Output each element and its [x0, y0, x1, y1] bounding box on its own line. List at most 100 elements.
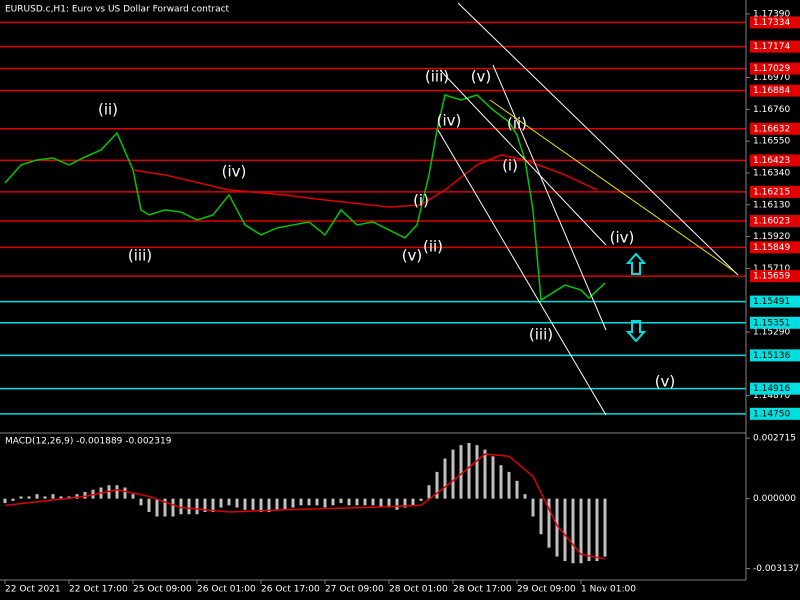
level-label: 1.17029: [753, 64, 790, 74]
macd-bar: [515, 480, 519, 499]
x-tick-label: 1 Nov 01:00: [581, 585, 636, 595]
trend-line: [457, 2, 739, 276]
wave-label: (ii): [98, 100, 118, 118]
macd-bar: [555, 498, 559, 557]
wave-label: (ii): [507, 114, 527, 132]
wave-label: (i): [502, 157, 518, 175]
macd-bar: [187, 498, 191, 515]
macd-bar: [243, 498, 247, 510]
macd-bar: [355, 498, 359, 506]
macd-bar: [443, 458, 447, 499]
macd-bar: [307, 498, 311, 506]
x-tick-label: 28 Oct 17:00: [453, 585, 512, 595]
macd-bar: [339, 498, 343, 504]
macd-bar: [531, 498, 535, 517]
wave-label: (iii): [425, 67, 449, 85]
macd-bar: [323, 498, 327, 508]
level-label: 1.14750: [753, 409, 790, 419]
macd-bar: [11, 498, 15, 501]
level-label: 1.16023: [753, 216, 790, 226]
macd-bar: [475, 445, 479, 499]
macd-bar: [147, 498, 151, 513]
wave-label: (iii): [128, 246, 152, 264]
level-label: 1.16632: [753, 124, 790, 134]
y-tick-label: 1.17390: [753, 9, 790, 19]
macd-bar: [331, 498, 335, 506]
up-arrow: [625, 252, 647, 275]
macd-bar: [115, 485, 119, 499]
macd-bar: [43, 496, 47, 499]
macd-bar: [379, 498, 383, 508]
price-line: [4, 94, 606, 302]
macd-bar: [603, 498, 607, 557]
wave-label: (v): [402, 246, 423, 264]
level-label: 1.15849: [753, 243, 790, 253]
level-label-box: [750, 241, 800, 254]
level-label: 1.15136: [753, 351, 790, 361]
macd-bar: [539, 498, 543, 535]
y-tick-label: 1.16550: [753, 137, 790, 147]
level-label-box: [750, 382, 800, 395]
x-tick-label: 27 Oct 09:00: [325, 585, 384, 595]
trend-line: [492, 64, 607, 331]
macd-bar: [507, 471, 511, 499]
macd-signal: [4, 453, 606, 560]
macd-bar: [251, 498, 255, 510]
level-label: 1.17174: [753, 42, 790, 52]
macd-bar: [435, 471, 439, 499]
macd-bar: [291, 498, 295, 508]
wave-label: (i): [413, 192, 429, 210]
x-tick-label: 25 Oct 09:00: [133, 585, 192, 595]
macd-bar: [299, 498, 303, 506]
level-label-box: [750, 214, 800, 227]
macd-bar: [19, 496, 23, 499]
plot-layers: 1.17390 1.16970 1.16760 1.16550 1.16340 1.161…: [0, 9, 800, 595]
macd-bar: [547, 498, 551, 548]
chart-title: EURUSD.c,H1: Euro vs US Dollar Forward c…: [5, 5, 230, 15]
macd-bar: [275, 498, 279, 510]
macd-bar: [259, 498, 263, 513]
macd-bar: [179, 498, 183, 515]
macd-bar: [267, 498, 271, 513]
x-tick-label: 29 Oct 09:00: [517, 585, 576, 595]
macd-bar: [227, 498, 231, 506]
level-label-box: [750, 154, 800, 167]
x-tick-label: 28 Oct 01:00: [389, 585, 448, 595]
trend-line: [437, 129, 607, 416]
macd-bar: [131, 494, 135, 499]
x-tick-label: 26 Oct 17:00: [261, 585, 320, 595]
macd-bar: [387, 498, 391, 508]
macd-title: MACD(12,26,9) -0.001889 -0.002319: [5, 437, 172, 447]
macd-bar: [395, 498, 399, 510]
macd-bar: [171, 498, 175, 517]
macd-bar: [491, 456, 495, 499]
level-label: 1.16884: [753, 86, 790, 96]
y-tick-label: 1.16130: [753, 200, 790, 210]
level-label: 1.15351: [753, 318, 790, 328]
level-label: 1.16423: [753, 156, 790, 166]
macd-bar: [3, 498, 7, 504]
macd-bar: [403, 498, 407, 508]
wave-label: (v): [471, 67, 492, 85]
macd-bar: [75, 494, 79, 499]
macd-bar: [155, 498, 159, 517]
macd-y-tick-label: 0.000000: [753, 494, 796, 504]
macd-bar: [571, 498, 575, 564]
macd-bar: [499, 465, 503, 499]
macd-bar: [219, 498, 223, 508]
macd-bar: [467, 442, 471, 499]
x-tick-label: 22 Oct 17:00: [69, 585, 128, 595]
wave-label: (iv): [222, 162, 247, 180]
macd-bar: [451, 449, 455, 499]
macd-bar: [59, 496, 63, 499]
macd-bar: [283, 498, 287, 510]
level-label-box: [750, 270, 800, 283]
macd-bar: [483, 449, 487, 499]
macd-bar: [27, 496, 31, 499]
level-label-box: [750, 349, 800, 362]
macd-bar: [563, 498, 567, 562]
y-tick-label: 1.15290: [753, 328, 790, 338]
